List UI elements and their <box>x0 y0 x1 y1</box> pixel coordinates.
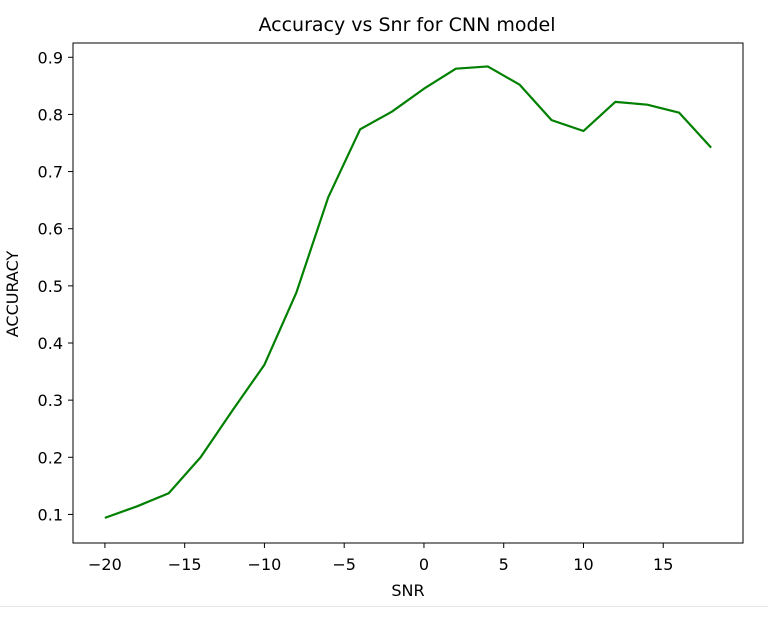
y-axis-label: ACCURACY <box>3 251 22 338</box>
data-point <box>200 456 202 458</box>
y-tick-label: 0.2 <box>38 448 63 467</box>
x-tick-label: −5 <box>332 555 356 574</box>
data-point <box>710 146 712 148</box>
y-tick-label: 0.7 <box>38 163 63 182</box>
axes-frame <box>72 42 744 544</box>
y-tick-label: 0.3 <box>38 391 63 410</box>
data-point <box>295 292 297 294</box>
y-tick-label: 0.4 <box>38 334 63 353</box>
bottom-divider <box>0 606 768 607</box>
data-point <box>678 112 680 114</box>
x-tick-label: 15 <box>653 555 673 574</box>
data-point <box>455 68 457 70</box>
series-line-0 <box>104 65 712 519</box>
y-tick-label: 0.5 <box>38 277 63 296</box>
x-tick-label: 5 <box>499 555 509 574</box>
x-tick-label: −20 <box>88 555 122 574</box>
data-point <box>263 364 265 366</box>
data-point <box>487 65 489 67</box>
x-tick-label: 10 <box>573 555 593 574</box>
x-tick-label: 0 <box>419 555 429 574</box>
x-axis-label: SNR <box>391 581 424 600</box>
chart-title: Accuracy vs Snr for CNN model <box>259 14 556 36</box>
axes: −20 −15 −10 −5 0 5 10 15 0.1 0.2 0.3 0.4 0.5 0.6 0.7 0.… <box>38 42 744 574</box>
data-point <box>136 505 138 507</box>
data-point <box>231 409 233 411</box>
data-point <box>327 196 329 198</box>
data-point <box>359 128 361 130</box>
x-tick-label: −10 <box>248 555 282 574</box>
data-point <box>391 110 393 112</box>
y-tick-label: 0.8 <box>38 105 63 124</box>
y-tick-label: 0.9 <box>38 48 63 67</box>
data-point <box>582 130 584 132</box>
data-point <box>423 88 425 90</box>
x-tick-label: −15 <box>168 555 202 574</box>
data-point <box>646 104 648 106</box>
data-point <box>614 101 616 103</box>
data-point <box>104 517 106 519</box>
y-tick-label: 0.1 <box>38 505 63 524</box>
y-tick-label: 0.6 <box>38 220 63 239</box>
plot-area <box>104 65 712 519</box>
data-point <box>519 84 521 86</box>
data-point <box>168 492 170 494</box>
data-point <box>550 119 552 121</box>
